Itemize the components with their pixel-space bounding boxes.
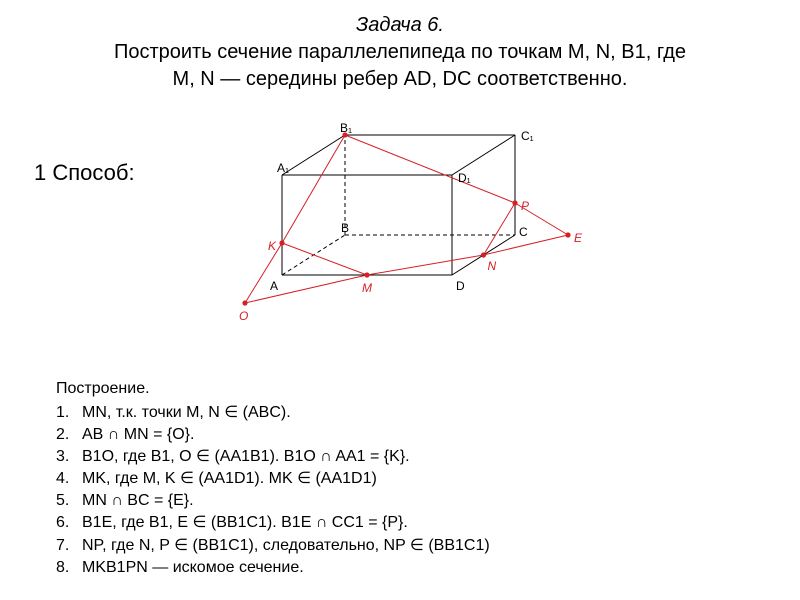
- construction-step: 1.MN, т.к. точки M, N ∈ (ABC).: [56, 402, 490, 424]
- vertex-label-A: A: [270, 279, 278, 293]
- vertex-label-B: B: [341, 221, 349, 235]
- vertex-label-D: D: [456, 279, 465, 293]
- problem-title: Задача 6.: [0, 12, 800, 39]
- description-line-2: M, N — середины ребер AD, DC соответстве…: [0, 66, 800, 93]
- vertex-label-B1: B₁: [340, 121, 352, 135]
- vertex-label-O: O: [239, 309, 248, 323]
- parallelepiped-diagram: A B C D A₁ B₁ C₁ D₁ M N K P O E: [230, 120, 610, 340]
- vertex-label-C: C: [519, 225, 528, 239]
- construction-step: 6.B1E, где B1, E ∈ (BB1C1). B1E ∩ CC1 = …: [56, 512, 490, 534]
- vertex-label-N: N: [488, 259, 497, 273]
- vertex-label-P: P: [521, 199, 529, 213]
- construction-step: 4.MK, где M, K ∈ (AA1D1). MK ∈ (AA1D1): [56, 468, 490, 490]
- construction-title: Построение.: [56, 378, 490, 400]
- vertex-label-C1: C₁: [521, 129, 534, 143]
- method-label: 1 Способ:: [34, 160, 135, 186]
- construction-block: Построение. 1.MN, т.к. точки M, N ∈ (ABC…: [56, 378, 490, 579]
- construction-step: 3.B1O, где B1, O ∈ (AA1B1). B1O ∩ AA1 = …: [56, 446, 490, 468]
- diagram-svg: [230, 120, 610, 340]
- vertex-label-E: E: [574, 231, 582, 245]
- construction-step: 8.MKB1PN — искомое сечение.: [56, 557, 490, 579]
- construction-step: 7.NP, где N, P ∈ (BB1C1), следовательно,…: [56, 535, 490, 557]
- vertex-label-K: K: [268, 239, 276, 253]
- description-line-1: Построить сечение параллелепипеда по точ…: [0, 39, 800, 66]
- title-block: Задача 6. Построить сечение параллелепип…: [0, 0, 800, 93]
- vertex-label-A1: A₁: [277, 161, 289, 175]
- vertex-label-D1: D₁: [458, 171, 471, 185]
- construction-steps-list: 1.MN, т.к. точки M, N ∈ (ABC).2.AB ∩ MN …: [56, 402, 490, 579]
- construction-step: 2.AB ∩ MN = {O}.: [56, 424, 490, 446]
- vertex-label-M: M: [362, 281, 372, 295]
- construction-step: 5.MN ∩ BC = {E}.: [56, 490, 490, 512]
